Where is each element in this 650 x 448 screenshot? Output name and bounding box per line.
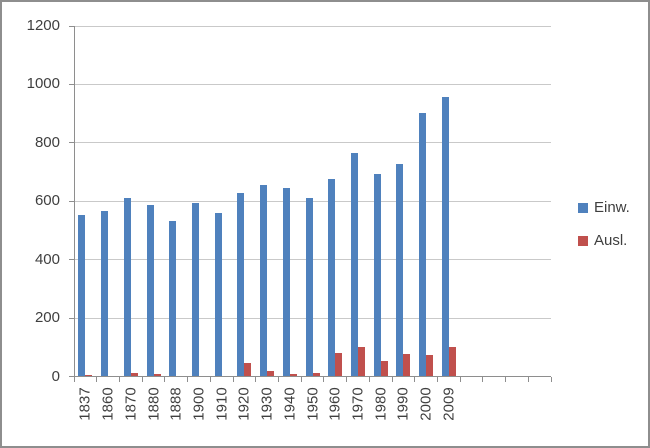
x-tick-3 <box>141 376 143 382</box>
bar-einw-1860 <box>101 211 109 377</box>
bar-ausl-1870 <box>130 372 138 377</box>
bar-einw-1900 <box>191 203 199 377</box>
x-tick-10 <box>300 376 302 382</box>
bar-einw-1888 <box>169 221 177 377</box>
bar-ausl-1837 <box>85 374 93 377</box>
bar-einw-1910 <box>214 213 222 377</box>
y-axis-label-800: 800 <box>34 133 60 151</box>
gridline-1200 <box>74 25 551 27</box>
x-tick-12 <box>346 376 348 382</box>
x-axis-label-1940: 1940 <box>281 387 299 421</box>
y-tick-400 <box>69 259 74 261</box>
bar-ausl-1880 <box>153 373 161 377</box>
legend: Einw. Ausl. <box>578 199 630 267</box>
bar-ausl-1970 <box>357 346 365 377</box>
x-tick-18 <box>482 376 484 382</box>
y-tick-600 <box>69 200 74 202</box>
x-axis-label-1920: 1920 <box>235 387 253 421</box>
y-axis-label-200: 200 <box>34 309 60 327</box>
y-axis-label-1200: 1200 <box>26 17 60 34</box>
gridline-1000 <box>74 83 551 85</box>
bar-einw-1920 <box>237 192 245 377</box>
x-axis-label-1930: 1930 <box>258 387 276 421</box>
legend-swatch-ausl-icon <box>578 236 588 246</box>
bar-einw-1990 <box>396 163 404 377</box>
x-axis-label-1860: 1860 <box>99 387 117 421</box>
y-axis-label-600: 600 <box>34 192 60 210</box>
bar-einw-1980 <box>373 173 381 377</box>
x-axis-label-2009: 2009 <box>440 387 458 421</box>
y-tick-1200 <box>69 25 74 27</box>
bar-ausl-2000 <box>426 355 434 377</box>
y-axis-label-0: 0 <box>51 367 60 385</box>
x-tick-17 <box>459 376 461 382</box>
bar-ausl-1980 <box>380 360 388 377</box>
x-tick-1 <box>96 376 98 382</box>
x-tick-8 <box>255 376 257 382</box>
x-tick-0 <box>73 376 75 382</box>
x-tick-15 <box>414 376 416 382</box>
x-axis-label-1980: 1980 <box>372 387 390 421</box>
x-tick-21 <box>550 376 552 382</box>
x-axis-label-1950: 1950 <box>304 387 321 421</box>
bar-einw-1940 <box>282 187 290 377</box>
y-tick-800 <box>69 142 74 144</box>
x-tick-16 <box>436 376 438 382</box>
x-tick-13 <box>368 376 370 382</box>
bar-ausl-1950 <box>312 372 320 377</box>
bar-ausl-1960 <box>335 352 343 377</box>
bar-ausl-1990 <box>403 354 411 377</box>
x-axis-label-1990: 1990 <box>394 387 412 421</box>
y-axis-label-400: 400 <box>34 250 60 268</box>
x-tick-9 <box>277 376 279 382</box>
bar-einw-1930 <box>260 184 268 377</box>
x-axis-label-1960: 1960 <box>326 387 344 421</box>
legend-item-ausl: Ausl. <box>578 232 630 249</box>
bar-ausl-1920 <box>244 363 252 377</box>
bar-ausl-1930 <box>267 370 275 377</box>
bar-ausl-1940 <box>289 374 297 377</box>
x-tick-6 <box>209 376 211 382</box>
y-axis-label-1000: 1000 <box>26 75 60 93</box>
x-axis-label-1837: 1837 <box>76 387 94 421</box>
x-tick-5 <box>187 376 189 382</box>
y-axis-line <box>74 26 75 382</box>
bar-einw-1960 <box>328 179 336 377</box>
bar-ausl-2009 <box>448 347 456 377</box>
gridline-800 <box>74 142 551 144</box>
y-tick-1000 <box>69 83 74 85</box>
bar-einw-2000 <box>419 112 427 377</box>
x-tick-2 <box>118 376 120 382</box>
y-tick-200 <box>69 317 74 319</box>
bar-einw-1950 <box>305 198 313 377</box>
bar-einw-1870 <box>123 197 131 377</box>
gridline-400 <box>74 259 551 261</box>
bar-einw-1837 <box>78 214 86 377</box>
x-tick-7 <box>232 376 234 382</box>
x-tick-11 <box>323 376 325 382</box>
legend-label-ausl: Ausl. <box>594 232 628 249</box>
x-axis-label-2000: 2000 <box>417 387 435 421</box>
x-axis-label-1900: 1900 <box>190 387 208 421</box>
gridline-200 <box>74 317 551 319</box>
bar-einw-2009 <box>441 96 449 377</box>
x-tick-20 <box>527 376 529 382</box>
bar-einw-1880 <box>146 205 154 377</box>
bar-einw-1970 <box>350 153 358 377</box>
x-axis-label-1880: 1880 <box>145 387 162 421</box>
x-axis-label-1888: 1888 <box>167 387 185 421</box>
x-axis-label-1970: 1970 <box>349 387 367 421</box>
gridline-600 <box>74 200 551 202</box>
legend-swatch-einw-icon <box>578 203 588 213</box>
legend-item-einw: Einw. <box>578 199 630 216</box>
x-axis-line <box>69 376 551 377</box>
x-tick-14 <box>391 376 393 382</box>
x-tick-4 <box>164 376 166 382</box>
x-axis-label-1910: 1910 <box>213 387 231 421</box>
legend-label-einw: Einw. <box>594 199 630 216</box>
x-tick-19 <box>505 376 507 382</box>
x-axis-label-1870: 1870 <box>122 387 140 421</box>
